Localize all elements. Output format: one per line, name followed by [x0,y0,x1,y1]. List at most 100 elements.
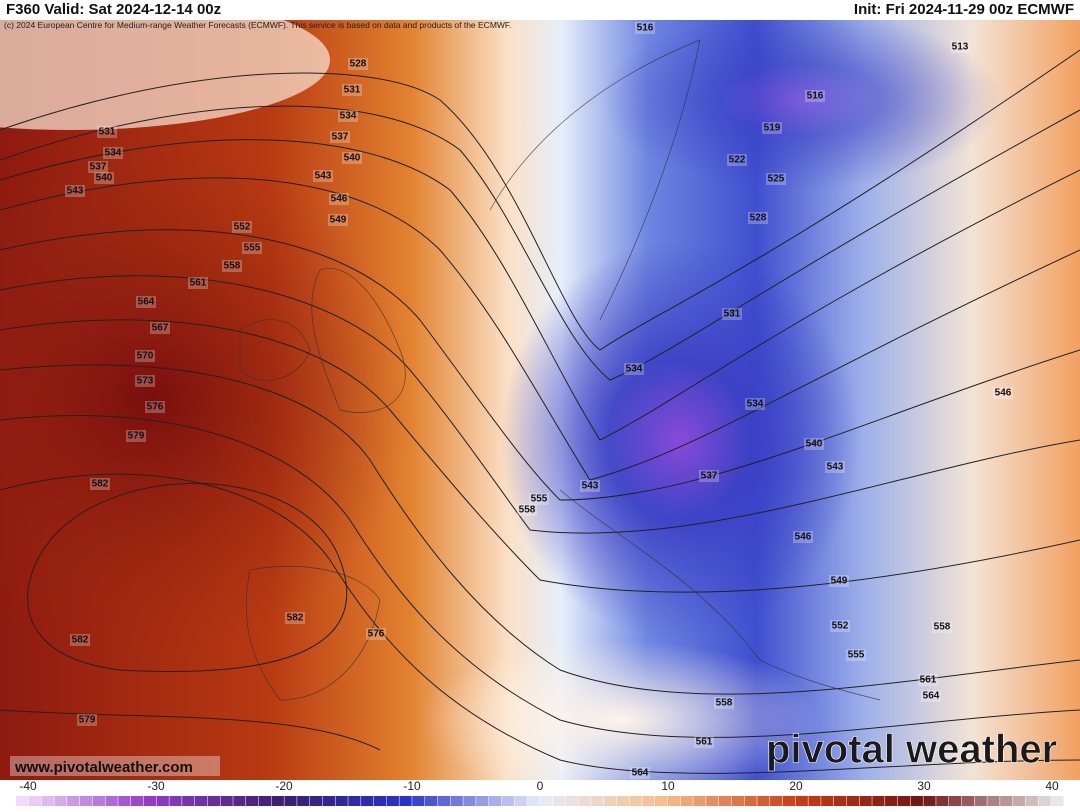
contour-label-backdrop [65,185,85,197]
contour-label: 516 [807,91,824,102]
contour-label-backdrop [94,172,114,184]
contour-label: 582 [72,635,89,646]
contour-label-backdrop [846,649,866,661]
contour-label: 528 [750,213,767,224]
colorbar-cell [910,796,923,806]
contour-label-backdrop [329,193,349,205]
colorbar-cell [948,796,962,806]
contour-label: 558 [716,698,733,709]
colorbar-tick-label: 40 [1045,779,1059,793]
contour-label-backdrop [804,438,824,450]
colorbar-cell [476,796,489,806]
colorbar-cell [616,796,629,806]
contour-label: 579 [79,715,96,726]
colorbar-cell [833,796,847,806]
colorbar-cell [731,796,744,806]
contour-label-backdrop [793,531,813,543]
contour-label-backdrop [805,90,825,102]
contour-label-backdrop [722,308,742,320]
contour-label-backdrop [830,620,850,632]
colorbar-cell [424,796,438,806]
colorbar-cell [552,796,566,806]
colorbar-cell [1038,796,1051,806]
contour-label: 546 [995,388,1012,399]
contour-label: 555 [848,650,865,661]
contour-label: 573 [137,376,154,387]
contour-label-backdrop [825,461,845,473]
colorbar-cell [782,796,796,806]
contour-label: 513 [952,42,969,53]
southern-field [420,640,820,800]
coastlines [239,39,881,701]
logo: pivotal weather [766,728,1057,772]
init-time: Init: Fri 2024-11-29 00z ECMWF [853,1,1074,18]
contour-label: 537 [332,132,349,143]
colorbar-cell [897,796,911,806]
contour-label-backdrop [342,152,362,164]
website: www.pivotalweather.com [14,759,193,776]
colorbar-tick-label: -30 [147,779,165,793]
contour-label: 576 [368,629,385,640]
colorbar-cell [693,796,706,806]
contour-label: 531 [344,85,361,96]
colorbar-cell [1012,796,1026,806]
contour-label: 516 [637,23,654,34]
colorbar-cell [169,796,182,806]
contour-label: 582 [287,613,304,624]
contour-label-backdrop [136,296,156,308]
contour-label-backdrop [366,628,386,640]
colorbar-cell [54,796,67,806]
colorbar-cell [399,796,412,806]
colorbar-cell [923,796,936,806]
colorbar-cell [284,796,297,806]
website-backdrop [10,756,220,776]
contour-label: 546 [331,194,348,205]
colorbar-cell [194,796,208,806]
contour-label-backdrop [529,493,549,505]
valid-time: F360 Valid: Sat 2024-12-14 00z [6,1,222,18]
contour-label-backdrop [993,387,1013,399]
contour-label-backdrop [126,430,146,442]
colorbar-tick-label: 20 [789,779,803,793]
colorbar-cell [667,796,681,806]
colorbar-cell [437,796,451,806]
colorbar-cell [987,796,1000,806]
colorbar-cell [67,796,80,806]
contour-label: 579 [128,431,145,442]
contour-label: 549 [831,576,848,587]
contour-label: 534 [340,111,357,122]
contour-label: 522 [729,155,746,166]
northern-field [0,20,330,130]
colorbar-cell [386,796,399,806]
contour-label: 534 [626,364,643,375]
colorbar-tick-label: 10 [661,779,675,793]
contour-label-backdrop [90,478,110,490]
colorbar-cell [131,796,144,806]
contour-label-backdrop [328,214,348,226]
colorbar-cell [1000,796,1013,806]
contour-label-backdrop [77,714,97,726]
colorbar-cell [872,796,885,806]
map: (c) 2024 European Centre for Medium-rang… [0,20,1080,812]
contour-label-backdrop [88,161,108,173]
contour-label-backdrop [342,84,362,96]
colorbar-cell [642,796,655,806]
colorbar-tick-label: -40 [19,779,37,793]
contour-label-backdrop [285,612,305,624]
colorbar-cell [680,796,693,806]
colorbar-cell [361,796,374,806]
colorbar-cell [322,796,336,806]
colorbar-cell [297,796,310,806]
contour-label: 567 [152,323,169,334]
contour-label: 558 [519,505,536,516]
colorbar-cell [220,796,233,806]
colorbar-cell [258,796,272,806]
colorbar-tick-label: 30 [917,779,931,793]
colorbar-cell [578,796,591,806]
contour-label-backdrop [188,277,208,289]
colorbar-cell [488,796,502,806]
colorbar-cell [1025,796,1038,806]
contour-label: 552 [832,621,849,632]
contour-label: 540 [96,173,113,184]
contour-label-backdrop [338,110,358,122]
